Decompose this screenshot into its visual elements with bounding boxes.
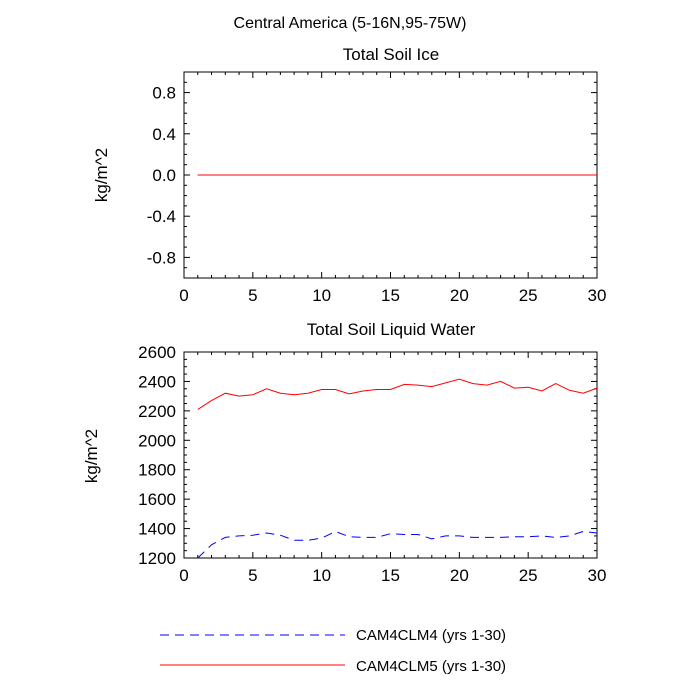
soil-liquid-water-y-tick-label: 2000 bbox=[138, 431, 176, 450]
soil-liquid-water-series-cam4clm5-line bbox=[197, 378, 598, 410]
soil-ice-x-tick-label: 10 bbox=[312, 286, 331, 305]
soil-liquid-water-panel-title: Total Soil Liquid Water bbox=[307, 320, 476, 339]
figure-main-title: Central America (5-16N,95-75W) bbox=[234, 15, 467, 32]
soil-ice-x-tick-label: 30 bbox=[588, 286, 607, 305]
soil-liquid-water-y-tick-label: 1400 bbox=[138, 520, 176, 539]
soil-ice-x-tick-label: 5 bbox=[248, 286, 257, 305]
soil-liquid-water-x-tick-label: 0 bbox=[179, 566, 188, 585]
soil-ice-panel: Total Soil Ice kg/m^2 0 5 10 15 20 25 30 -0.8 -0… bbox=[92, 45, 606, 305]
soil-ice-x-tick-label: 15 bbox=[381, 286, 400, 305]
legend-label-cam4clm5: CAM4CLM5 (yrs 1-30) bbox=[356, 658, 506, 675]
soil-liquid-water-x-tick-label: 20 bbox=[450, 566, 469, 585]
soil-ice-y-tick-label: 0.4 bbox=[152, 125, 176, 144]
soil-ice-x-tick-label: 20 bbox=[450, 286, 469, 305]
soil-ice-x-tick-label: 25 bbox=[519, 286, 538, 305]
soil-liquid-water-plot-frame bbox=[183, 351, 598, 559]
soil-liquid-water-x-tick-label: 30 bbox=[588, 566, 607, 585]
soil-ice-x-tick-label: 0 bbox=[179, 286, 188, 305]
soil-liquid-water-y-tick-label: 1600 bbox=[138, 490, 176, 509]
legend: CAM4CLM4 (yrs 1-30) CAM4CLM5 (yrs 1-30) bbox=[160, 627, 506, 675]
soil-liquid-water-series-cam4clm4-line bbox=[197, 530, 598, 559]
soil-liquid-water-x-tick-label: 15 bbox=[381, 566, 400, 585]
soil-ice-y-tick-label: -0.4 bbox=[147, 207, 176, 226]
soil-liquid-water-y-tick-label: 1800 bbox=[138, 461, 176, 480]
soil-liquid-water-panel: Total Soil Liquid Water kg/m^2 0 5 10 15 20 2… bbox=[82, 320, 606, 585]
soil-liquid-water-y-tick-label: 2400 bbox=[138, 372, 176, 391]
soil-liquid-water-y-tick-label: 1200 bbox=[138, 549, 176, 568]
soil-ice-y-tick-label: 0.0 bbox=[152, 166, 176, 185]
soil-liquid-water-x-tick-label: 25 bbox=[519, 566, 538, 585]
soil-liquid-water-plot-area: 0 5 10 15 20 25 30 1200 1400 1600 1800 2000 2200 2400… bbox=[138, 343, 606, 585]
soil-ice-y-tick-label: -0.8 bbox=[147, 248, 176, 267]
soil-liquid-water-y-tick-label: 2600 bbox=[138, 343, 176, 362]
soil-ice-panel-title: Total Soil Ice bbox=[343, 45, 439, 64]
soil-liquid-water-x-tick-label: 10 bbox=[312, 566, 331, 585]
soil-liquid-water-y-axis-label: kg/m^2 bbox=[82, 429, 101, 483]
soil-ice-y-axis-label: kg/m^2 bbox=[92, 148, 111, 202]
soil-liquid-water-x-tick-label: 5 bbox=[248, 566, 257, 585]
soil-ice-y-tick-label: 0.8 bbox=[152, 84, 176, 103]
soil-ice-plot-area: 0 5 10 15 20 25 30 -0.8 -0.4 0.0 0.4 0.8 bbox=[147, 71, 607, 305]
legend-label-cam4clm4: CAM4CLM4 (yrs 1-30) bbox=[356, 627, 506, 644]
soil-liquid-water-y-tick-label: 2200 bbox=[138, 402, 176, 421]
